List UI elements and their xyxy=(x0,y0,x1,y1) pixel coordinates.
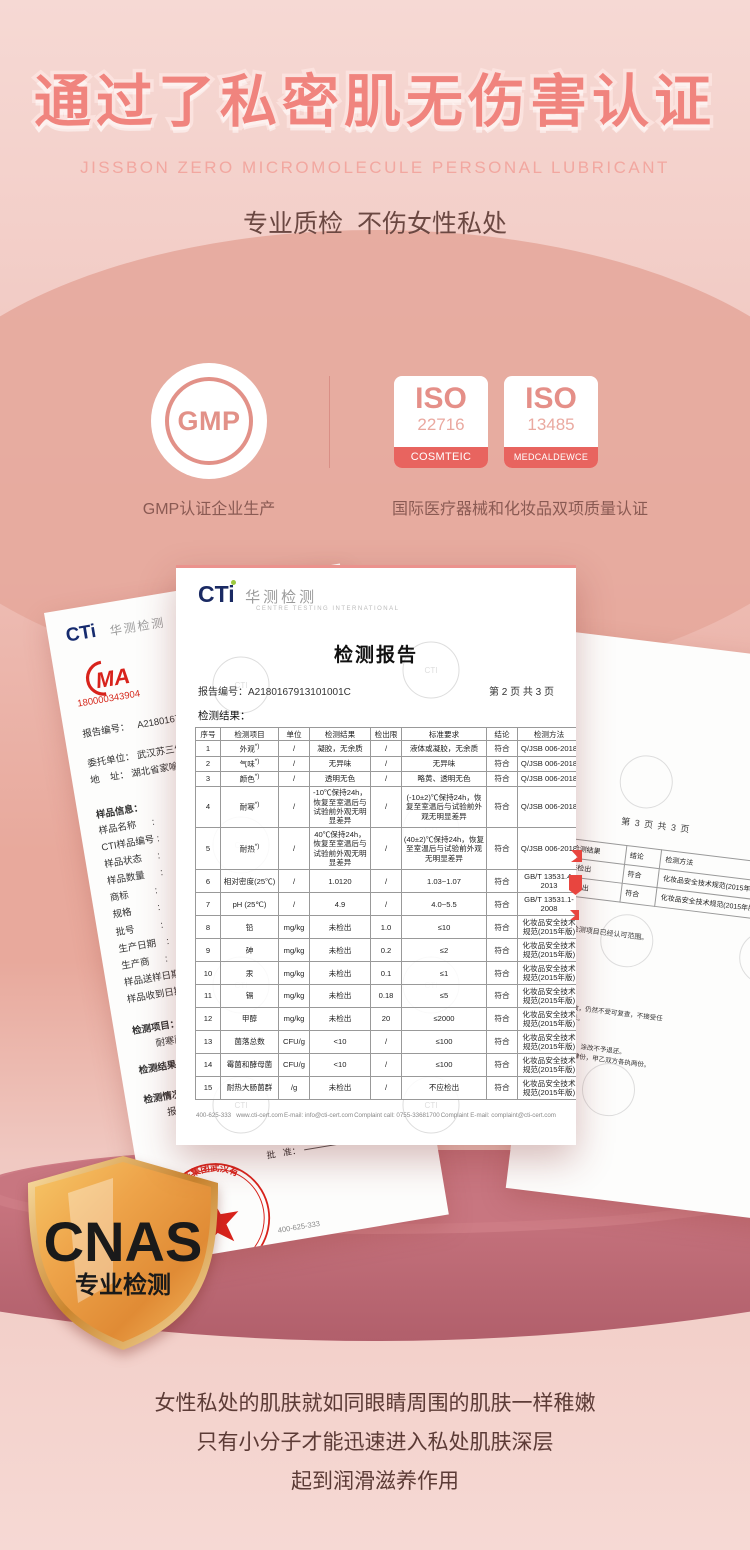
svg-text:专业检测: 专业检测 xyxy=(75,1271,171,1299)
svg-text:CTI: CTI xyxy=(425,666,438,675)
svg-text:CTI: CTI xyxy=(425,1101,438,1110)
svg-text:CNAS: CNAS xyxy=(44,1210,203,1273)
svg-text:MA: MA xyxy=(94,663,132,693)
svg-text:CTI: CTI xyxy=(235,1101,248,1110)
